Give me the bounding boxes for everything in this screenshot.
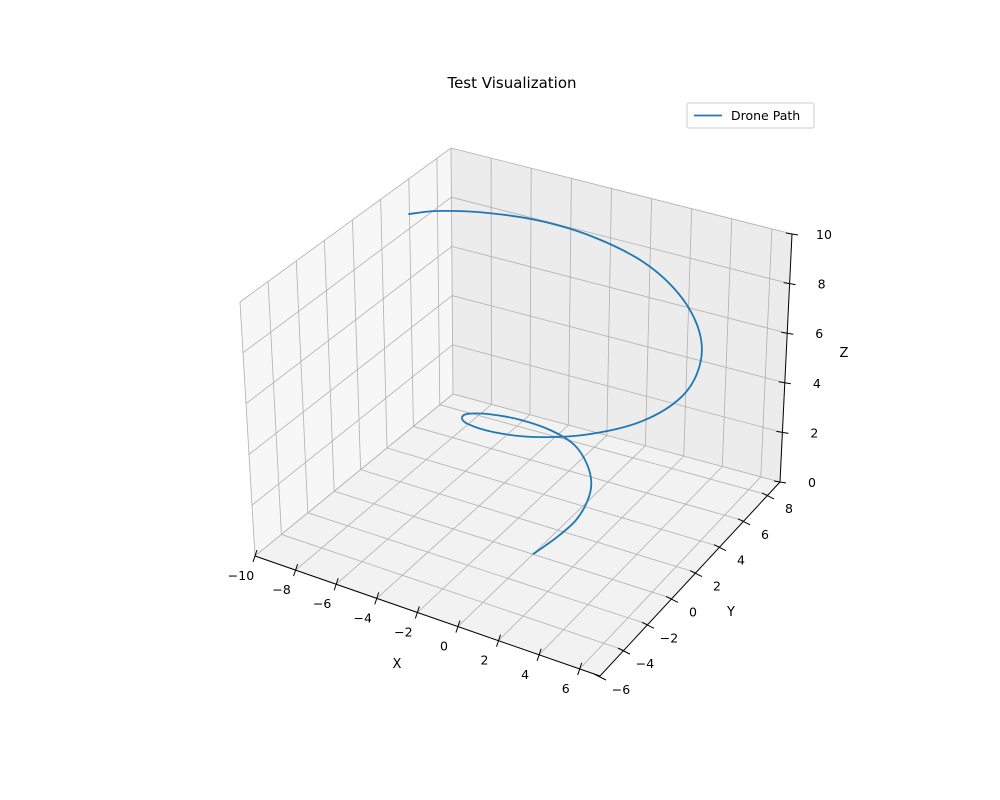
x-tick-label: −4	[354, 610, 372, 625]
x-tick-mark	[252, 549, 258, 563]
z-grid-line	[248, 295, 785, 455]
z-tick-mark	[776, 430, 789, 434]
series-layer	[408, 209, 703, 556]
y-tick-label: 2	[713, 579, 721, 594]
grid-lines	[239, 147, 793, 677]
chart-title: Test Visualization	[446, 74, 576, 92]
series-line-0	[408, 209, 703, 556]
y-axis-line	[599, 481, 781, 677]
z-tick-label: 0	[808, 475, 816, 490]
x-tick-mark	[374, 592, 380, 605]
z-tick-label: 6	[815, 326, 823, 341]
x-axis-label: X	[393, 657, 402, 672]
x-tick-mark	[577, 662, 583, 676]
z-grid-line	[251, 344, 783, 506]
z-tick-mark	[785, 232, 799, 236]
z-tick-mark	[773, 480, 787, 484]
y-tick-label: −4	[636, 656, 654, 671]
y-tick-label: 6	[761, 527, 769, 542]
z-grid-line	[239, 147, 793, 303]
z-tick-label: 8	[818, 277, 826, 292]
y-tick-label: 0	[689, 604, 697, 619]
x-tick-label: −8	[272, 582, 290, 597]
x-tick-label: 6	[562, 681, 570, 696]
x-tick-mark	[455, 620, 461, 633]
z-axis-label: Z	[840, 346, 849, 361]
x-tick-label: 2	[481, 653, 489, 668]
z-tick-label: 4	[813, 376, 821, 391]
legend-label: Drone Path	[731, 108, 800, 123]
y-tick-mark	[593, 673, 607, 681]
y-tick-label: 4	[737, 553, 745, 568]
x-tick-label: 4	[521, 667, 529, 682]
y-tick-mark	[761, 492, 775, 500]
x-tick-label: −2	[394, 624, 412, 639]
legend: Drone Path	[686, 102, 815, 129]
x-tick-mark	[536, 648, 542, 661]
x-tick-mark	[496, 634, 502, 647]
y-tick-mark	[617, 647, 631, 655]
x-tick-mark	[414, 606, 420, 619]
axis-lines	[254, 233, 793, 677]
x-tick-label: −6	[313, 596, 331, 611]
y-tick-mark	[737, 518, 751, 526]
z-axis-line	[779, 233, 793, 483]
y-tick-mark	[689, 570, 703, 577]
x-tick-label: −10	[228, 568, 254, 583]
x-tick-label: 0	[440, 639, 448, 654]
legend-box	[686, 102, 815, 129]
y-tick-mark	[641, 621, 655, 629]
y-axis-label: Y	[726, 605, 735, 620]
y-tick-mark	[713, 544, 727, 552]
z-grid-line	[245, 245, 788, 404]
x-tick-mark	[293, 563, 299, 577]
z-tick-mark	[778, 381, 791, 385]
y-tick-mark	[665, 595, 679, 603]
tick-marks	[252, 232, 799, 681]
y-tick-label: −6	[612, 682, 630, 697]
z-tick-mark	[781, 331, 794, 335]
x-tick-mark	[333, 578, 339, 591]
z-grid-line	[254, 393, 781, 557]
z-tick-label: 10	[816, 227, 832, 242]
z-grid-line	[242, 196, 790, 354]
z-tick-label: 2	[810, 425, 818, 440]
axis-panes	[239, 147, 793, 677]
x-axis-line	[254, 555, 601, 677]
y-tick-label: −2	[660, 630, 678, 645]
y-tick-label: 8	[785, 501, 793, 516]
z-tick-mark	[783, 282, 796, 286]
